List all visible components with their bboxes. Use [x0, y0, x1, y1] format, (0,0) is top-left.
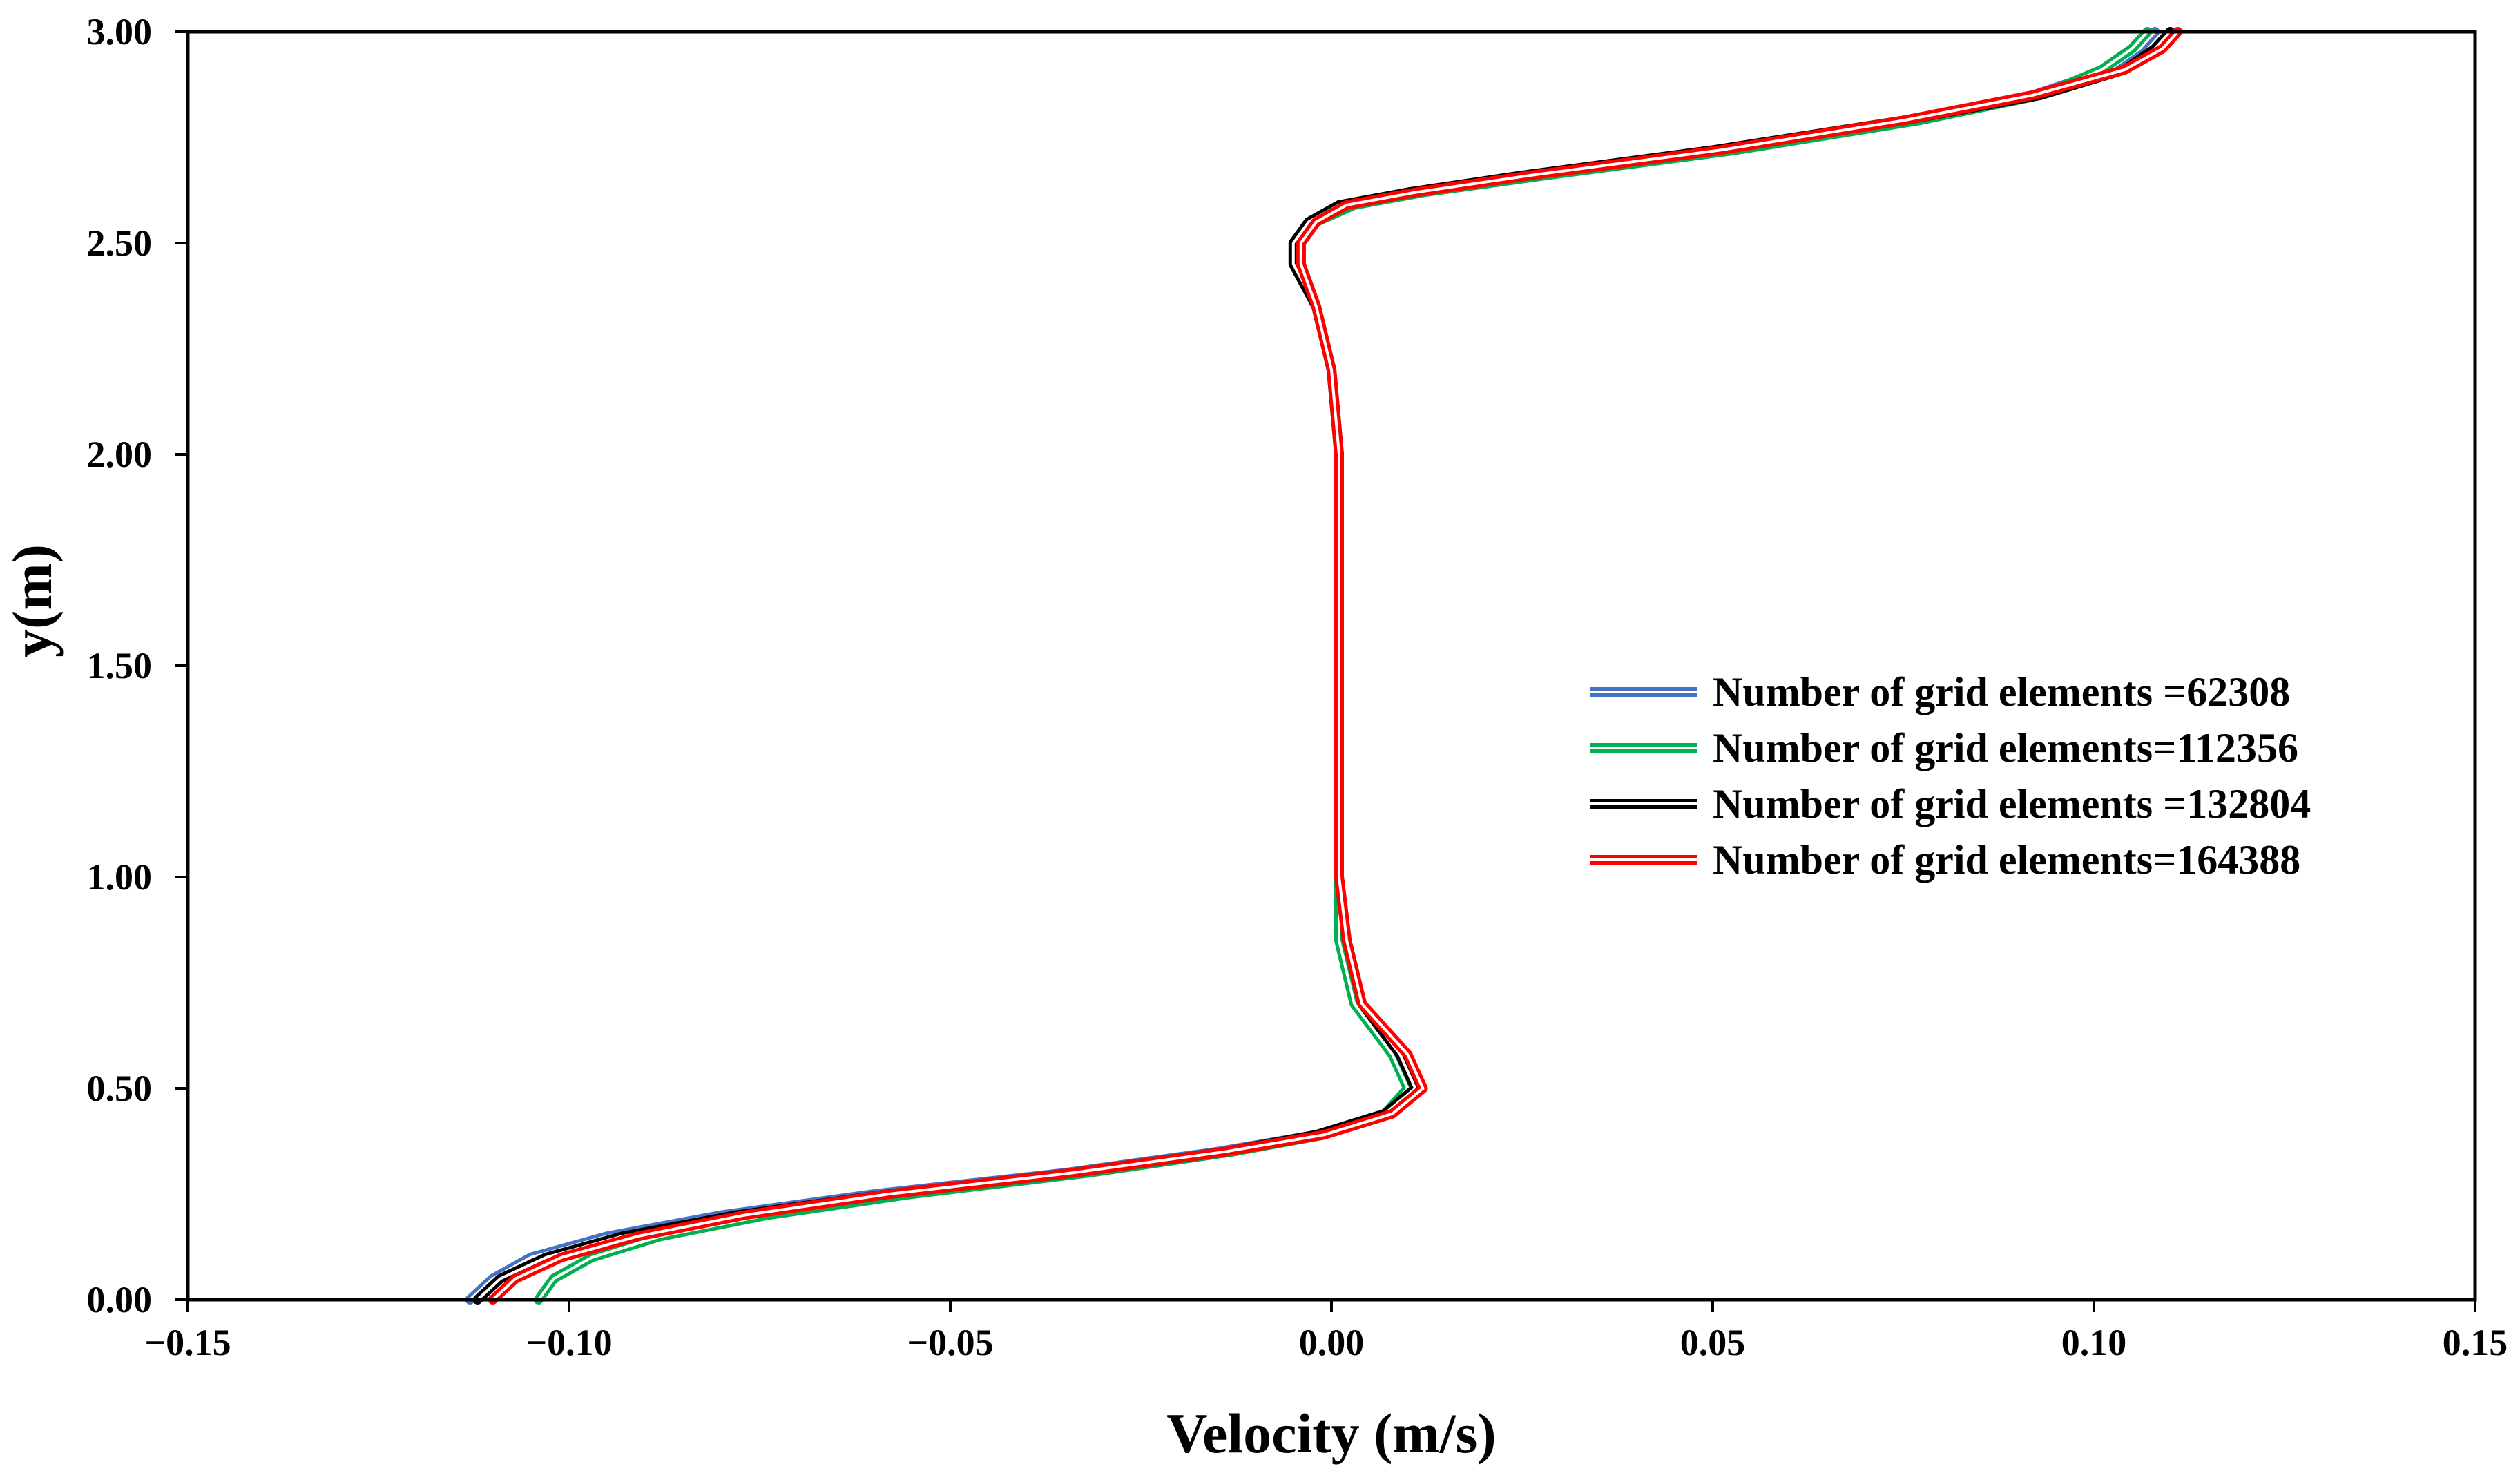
- legend-item: Number of grid elements=112356: [1590, 725, 2298, 771]
- y-tick-label: 0.00: [87, 1279, 153, 1320]
- legend-label: Number of grid elements =62308: [1713, 669, 2290, 715]
- x-tick-label: 0.00: [1299, 1322, 1365, 1363]
- x-tick-label: −0.05: [907, 1322, 993, 1363]
- legend-item: Number of grid elements=164388: [1590, 837, 2300, 883]
- series-line-4: [488, 27, 2183, 1305]
- x-tick-label: −0.15: [144, 1322, 231, 1363]
- x-tick-label: 0.15: [2443, 1322, 2508, 1363]
- y-tick-label: 3.00: [87, 11, 153, 52]
- legend-item: Number of grid elements =62308: [1590, 669, 2290, 715]
- x-tick-label: 0.05: [1680, 1322, 1746, 1363]
- x-tick-label: −0.10: [526, 1322, 612, 1363]
- y-axis-title: y(m): [1, 544, 64, 657]
- x-axis-title: Velocity (m/s): [1166, 1402, 1496, 1465]
- y-tick-label: 2.50: [87, 222, 153, 264]
- legend-item: Number of grid elements =132804: [1590, 781, 2311, 827]
- x-tick-label: 0.10: [2061, 1322, 2127, 1363]
- series-layer: [465, 27, 2183, 1305]
- y-tick-label: 1.00: [87, 856, 153, 898]
- legend: Number of grid elements =62308 Number of …: [1590, 669, 2311, 883]
- legend-label: Number of grid elements =132804: [1713, 781, 2311, 827]
- y-axis-ticks: 0.00 0.50 1.00 1.50 2.00 2.50 3.00: [87, 11, 188, 1320]
- y-tick-label: 1.50: [87, 645, 153, 686]
- y-tick-label: 2.00: [87, 434, 153, 475]
- legend-label: Number of grid elements=164388: [1713, 837, 2300, 883]
- legend-label: Number of grid elements=112356: [1713, 725, 2298, 771]
- x-axis-ticks: −0.15 −0.10 −0.05 0.00 0.05 0.10 0.15: [144, 1300, 2508, 1363]
- series-line-core: [491, 30, 2180, 1301]
- y-tick-label: 0.50: [87, 1068, 153, 1109]
